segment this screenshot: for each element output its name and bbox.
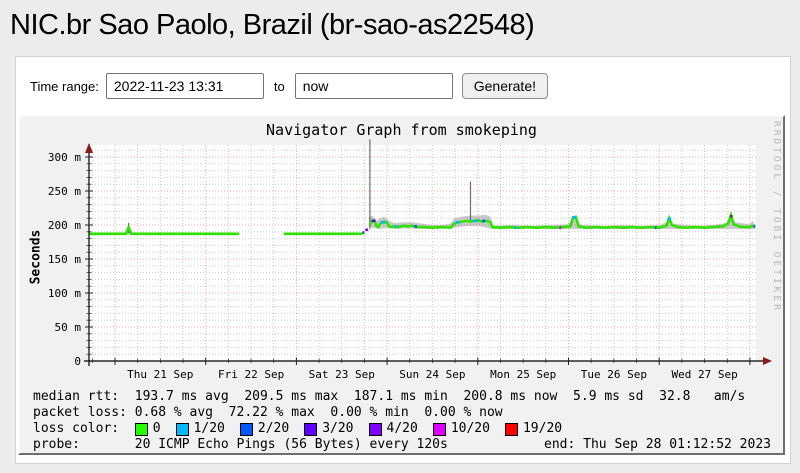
time-range-label: Time range: bbox=[30, 78, 99, 94]
generate-button[interactable]: Generate! bbox=[461, 73, 548, 99]
loss-swatch bbox=[368, 422, 382, 436]
svg-text:Sun 24 Sep: Sun 24 Sep bbox=[399, 368, 465, 381]
probe-info: probe: 20 ICMP Echo Pings (56 Bytes) eve… bbox=[33, 437, 783, 453]
svg-text:Thu 21 Sep: Thu 21 Sep bbox=[127, 368, 193, 381]
probe-text: probe: 20 ICMP Echo Pings (56 Bytes) eve… bbox=[33, 437, 448, 452]
loss-swatch bbox=[134, 422, 148, 436]
rrdtool-watermark: RRDTOOL / TOBI OETIKER bbox=[771, 121, 782, 313]
svg-text:200 m: 200 m bbox=[48, 219, 81, 232]
packet-loss-stats: packet loss: 0.68 % avg 72.22 % max 0.00… bbox=[33, 405, 503, 420]
svg-text:Mon 25 Sep: Mon 25 Sep bbox=[490, 368, 556, 381]
loss-swatch bbox=[175, 422, 189, 436]
svg-text:250 m: 250 m bbox=[48, 185, 81, 198]
loss-swatch-label: 10/20 bbox=[450, 421, 490, 436]
graph-stats: median rtt: 193.7 ms avg 209.5 ms max 18… bbox=[20, 387, 783, 453]
loss-swatch-label: 1/20 bbox=[193, 421, 225, 436]
loss-swatch-label: 2/20 bbox=[257, 421, 290, 436]
loss-swatch bbox=[239, 422, 253, 436]
time-range-form: Time range: to Generate! bbox=[30, 73, 790, 99]
to-label: to bbox=[273, 78, 285, 94]
svg-text:Tue 26 Sep: Tue 26 Sep bbox=[581, 368, 647, 381]
loss-swatch-list: 0 1/20 2/20 3/20 4/20 10/20 19/20 bbox=[134, 421, 577, 437]
svg-text:300 m: 300 m bbox=[48, 151, 81, 164]
svg-text:0: 0 bbox=[74, 355, 81, 368]
loss-swatch-label: 19/20 bbox=[522, 421, 563, 436]
svg-text:100 m: 100 m bbox=[48, 287, 81, 300]
loss-color-legend: loss color: 0 1/20 2/20 3/20 4/20 10/20 19/20 bbox=[33, 421, 783, 437]
loss-swatch bbox=[504, 422, 518, 436]
loss-swatch-label: 4/20 bbox=[386, 421, 418, 436]
svg-text:50 m: 50 m bbox=[55, 321, 82, 334]
navigator-chart[interactable]: 0 50 m 100 m 150 m 200 m 250 m 300 m Thu 21 Sep… bbox=[20, 139, 783, 387]
loss-swatch-label: 3/20 bbox=[322, 421, 354, 436]
svg-text:150 m: 150 m bbox=[48, 253, 81, 266]
svg-text:Wed 27 Sep: Wed 27 Sep bbox=[671, 368, 737, 381]
svg-text:Fri 22 Sep: Fri 22 Sep bbox=[218, 368, 284, 381]
end-time: end: Thu Sep 28 01:12:52 2023 bbox=[544, 437, 771, 452]
start-time-input[interactable] bbox=[105, 73, 264, 99]
y-axis-label: Seconds bbox=[28, 229, 44, 285]
median-rtt-stats: median rtt: 193.7 ms avg 209.5 ms max 18… bbox=[33, 389, 746, 404]
svg-text:Sat 23 Sep: Sat 23 Sep bbox=[309, 368, 375, 381]
loss-swatch-label: 0 bbox=[152, 421, 161, 436]
graph-title: Navigator Graph from smokeping bbox=[266, 121, 537, 139]
loss-swatch bbox=[304, 422, 318, 436]
end-time-input[interactable] bbox=[294, 73, 453, 99]
loss-color-label: loss color: bbox=[33, 421, 135, 436]
content-panel: Time range: to Generate! Navigator Graph… bbox=[15, 56, 791, 464]
page-title: NIC.br Sao Paolo, Brazil (br-sao-as22548… bbox=[10, 9, 535, 41]
loss-swatch bbox=[432, 422, 446, 436]
smokeping-graph-image[interactable]: Navigator Graph from smokeping RRDTOOL /… bbox=[18, 115, 785, 455]
